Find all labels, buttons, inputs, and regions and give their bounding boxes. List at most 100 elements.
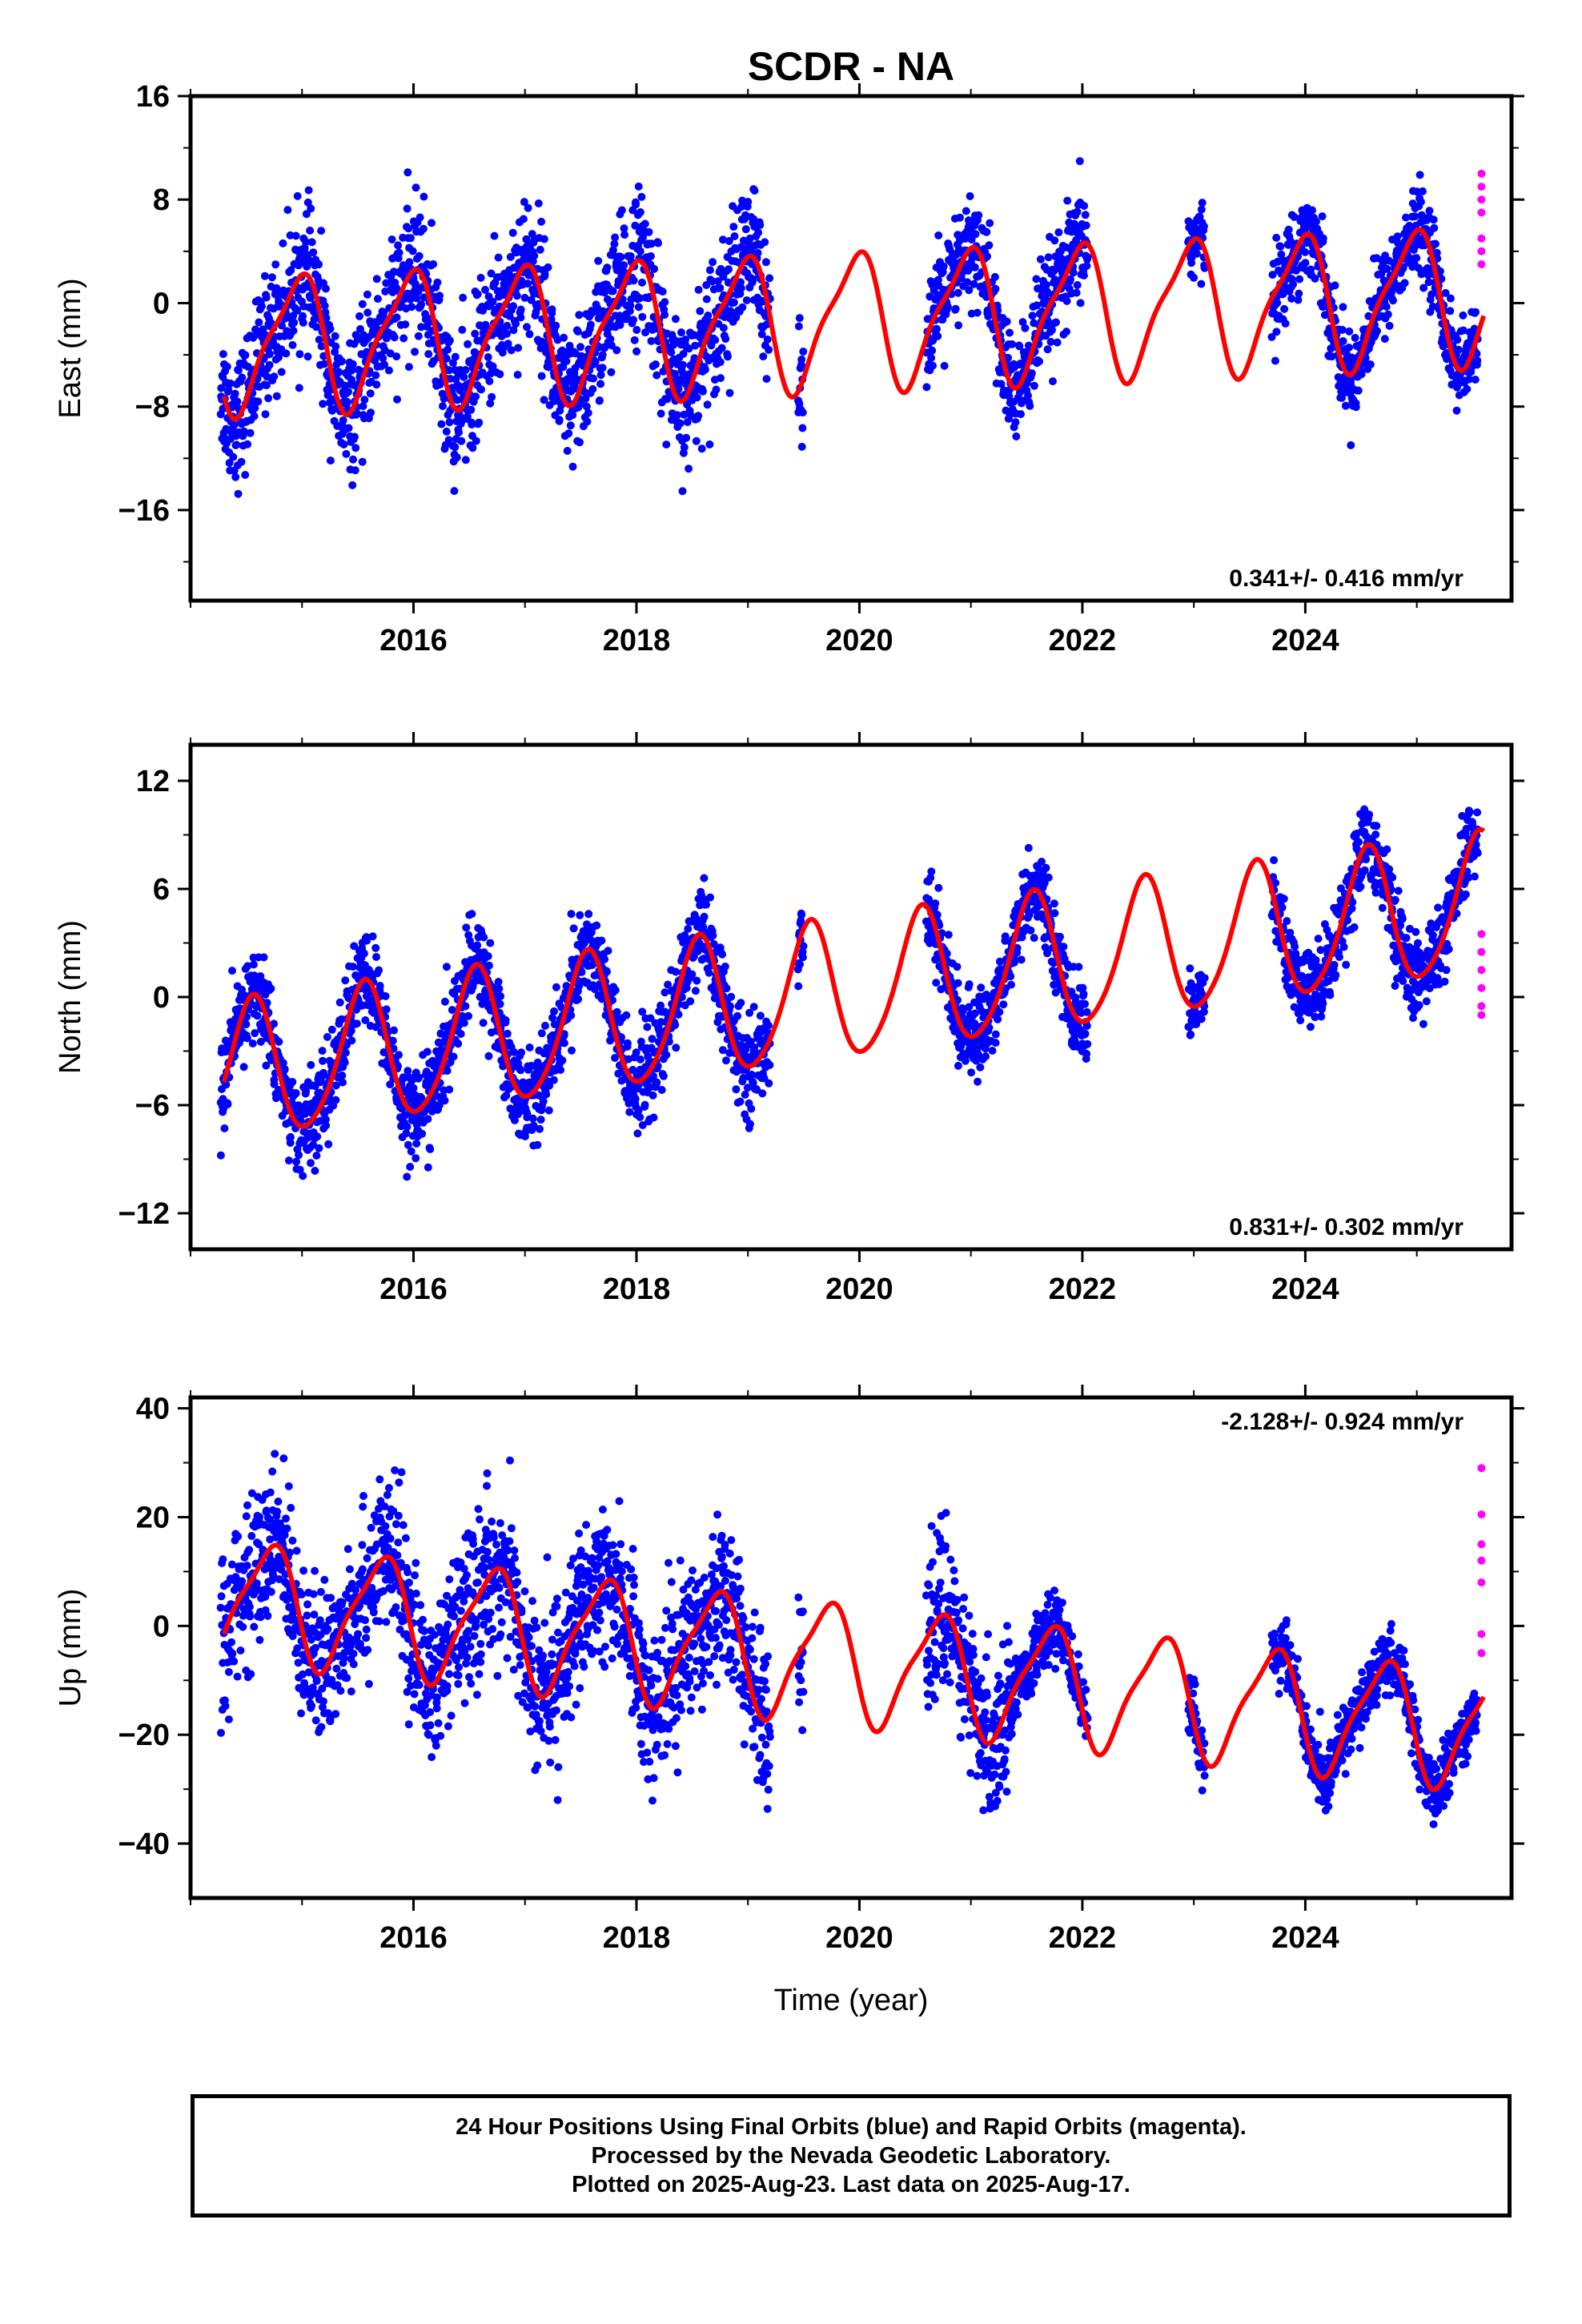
- figure-title: SCDR - NA: [748, 44, 954, 89]
- final-orbit-point: [929, 361, 937, 370]
- final-orbit-point: [442, 354, 451, 363]
- final-orbit-point: [716, 358, 725, 367]
- final-orbit-point: [729, 298, 738, 307]
- final-orbit-point: [1073, 281, 1082, 289]
- final-orbit-point: [1010, 955, 1019, 964]
- final-orbit-point: [233, 397, 242, 406]
- final-orbit-point: [757, 330, 766, 339]
- final-orbit-point: [568, 411, 577, 420]
- final-orbit-point: [540, 270, 549, 279]
- final-orbit-point: [460, 372, 468, 381]
- final-orbit-point: [444, 345, 452, 354]
- final-orbit-point: [416, 213, 424, 222]
- final-orbit-point: [339, 440, 348, 448]
- final-orbit-point: [759, 352, 768, 361]
- final-orbit-point: [1425, 207, 1434, 215]
- final-orbit-point: [307, 1159, 315, 1168]
- final-orbit-point: [541, 1021, 549, 1030]
- final-orbit-point: [954, 1061, 962, 1070]
- final-orbit-point: [393, 395, 401, 404]
- final-orbit-point: [762, 375, 771, 384]
- final-orbit-point: [257, 302, 266, 311]
- final-orbit-point: [729, 223, 738, 231]
- final-orbit-point: [299, 1172, 307, 1180]
- final-orbit-point: [331, 1096, 340, 1104]
- final-orbit-point: [647, 239, 656, 248]
- final-orbit-point: [350, 942, 359, 951]
- final-orbit-point: [705, 968, 713, 977]
- final-orbit-point: [1471, 376, 1480, 384]
- final-orbit-point: [514, 344, 523, 352]
- final-orbit-point: [293, 191, 302, 200]
- final-orbit-point: [549, 1076, 558, 1084]
- final-orbit-point: [353, 409, 362, 418]
- final-orbit-point: [479, 1019, 488, 1027]
- final-orbit-point: [403, 204, 412, 213]
- final-orbit-point: [646, 251, 655, 260]
- final-orbit-point: [1018, 396, 1027, 405]
- final-orbit-point: [1044, 253, 1053, 262]
- final-orbit-point: [375, 982, 384, 990]
- final-orbit-point: [1277, 250, 1286, 259]
- final-orbit-point: [449, 1052, 458, 1061]
- final-orbit-point: [596, 380, 605, 388]
- final-orbit-point: [1473, 356, 1482, 365]
- final-orbit-point: [520, 198, 528, 207]
- final-orbit-point: [536, 245, 544, 254]
- final-orbit-point: [1082, 1022, 1091, 1030]
- final-orbit-point: [620, 224, 628, 233]
- final-orbit-point: [302, 1087, 311, 1096]
- final-orbit-point: [451, 352, 460, 361]
- final-orbit-point: [1331, 281, 1339, 290]
- final-orbit-point: [270, 1019, 278, 1028]
- final-orbit-point: [933, 324, 941, 333]
- final-orbit-point: [359, 402, 367, 411]
- final-orbit-point: [683, 418, 692, 427]
- final-orbit-point: [288, 340, 297, 349]
- final-orbit-point: [509, 326, 518, 335]
- final-orbit-point: [558, 1056, 567, 1065]
- final-orbit-point: [555, 416, 564, 424]
- final-orbit-point: [402, 1129, 411, 1138]
- final-orbit-point: [602, 967, 611, 976]
- final-orbit-point: [1345, 327, 1354, 336]
- final-orbit-point: [307, 238, 316, 247]
- final-orbit-point: [388, 1036, 397, 1045]
- final-orbit-point: [503, 329, 511, 338]
- final-orbit-point: [504, 340, 512, 348]
- final-orbit-point: [404, 224, 413, 233]
- final-orbit-point: [641, 328, 649, 337]
- y-tick-label: 16: [136, 80, 170, 114]
- final-orbit-point: [259, 953, 268, 962]
- final-orbit-point: [340, 381, 349, 390]
- final-orbit-point: [677, 993, 686, 1002]
- final-orbit-point: [530, 251, 539, 260]
- final-orbit-point: [343, 397, 351, 406]
- final-orbit-point: [606, 335, 615, 344]
- final-orbit-point: [673, 411, 681, 420]
- final-orbit-point: [217, 384, 226, 392]
- final-orbit-point: [617, 1033, 625, 1042]
- final-orbit-point: [350, 432, 359, 441]
- final-orbit-point: [286, 1139, 295, 1147]
- final-orbit-point: [527, 296, 536, 304]
- final-orbit-point: [662, 1051, 671, 1059]
- final-orbit-point: [375, 966, 383, 975]
- final-orbit-point: [289, 327, 298, 335]
- final-orbit-point: [445, 418, 454, 427]
- final-orbit-point: [696, 307, 705, 316]
- final-orbit-point: [721, 335, 730, 344]
- final-orbit-point: [337, 357, 346, 366]
- final-orbit-point: [746, 1037, 755, 1046]
- final-orbit-point: [1459, 311, 1468, 320]
- final-orbit-point: [1301, 259, 1310, 267]
- final-orbit-point: [231, 472, 240, 481]
- final-orbit-point: [796, 960, 804, 969]
- final-orbit-point: [223, 362, 231, 371]
- final-orbit-point: [997, 380, 1006, 388]
- final-orbit-point: [323, 1032, 331, 1041]
- final-orbit-point: [1383, 310, 1392, 319]
- final-orbit-point: [596, 371, 605, 380]
